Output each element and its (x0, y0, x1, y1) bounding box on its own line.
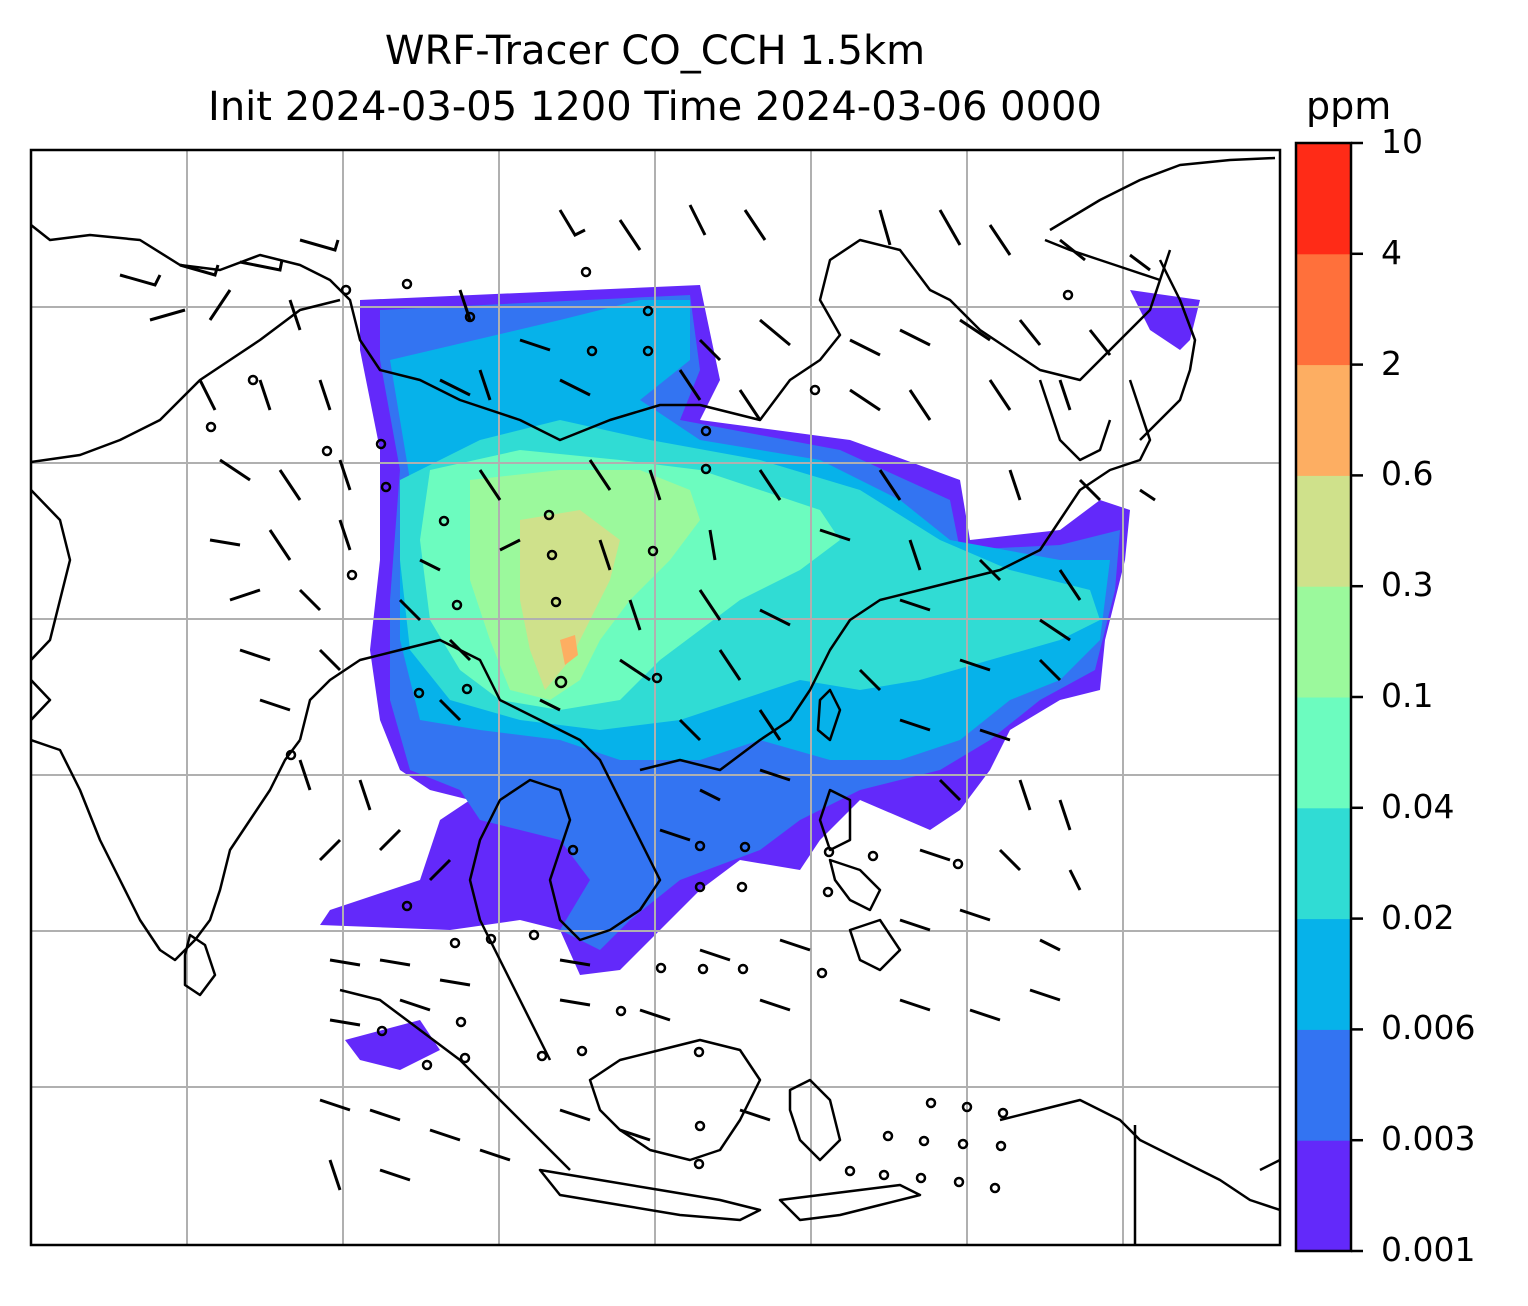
colorbar-band (1296, 807, 1351, 920)
map-title-line2: Init 2024-03-05 1200 Time 2024-03-06 000… (208, 84, 1102, 130)
colorbar-tick-label: 0.003 (1381, 1119, 1476, 1159)
colorbar-tick-label: 0.6 (1381, 454, 1434, 494)
colorbar-tick-label: 0.3 (1381, 565, 1434, 605)
colorbar-band (1296, 586, 1351, 698)
colorbar-ticks (1351, 141, 1363, 1253)
colorbar-band (1296, 143, 1351, 255)
colorbar-unit: ppm (1306, 84, 1392, 128)
colorbar-tick-label: 0.1 (1381, 676, 1434, 715)
colorbar-tick-label: 0.04 (1381, 786, 1455, 826)
colorbar-band (1296, 918, 1351, 1030)
tracer-plume (320, 285, 1200, 1070)
coastlines (31, 156, 1280, 1245)
colorbar-tick-label: 2 (1381, 343, 1402, 383)
map-title-line1: WRF-Tracer CO_CCH 1.5km (384, 28, 926, 74)
colorbar-tick-label: 0.001 (1381, 1230, 1476, 1269)
colorbar-tick-label: 0.006 (1381, 1008, 1476, 1048)
colorbar-band (1296, 364, 1351, 476)
colorbar (1296, 143, 1351, 1252)
colorbar-tick-label: 10 (1381, 122, 1423, 161)
colorbar-tick-label: 4 (1381, 232, 1402, 272)
map-frame (29, 148, 1282, 1247)
colorbar-tick-label: 0.02 (1381, 897, 1455, 937)
map-gridlines (31, 150, 1280, 1245)
calm-wind-markers (205, 266, 1074, 1194)
colorbar-band (1296, 1029, 1351, 1141)
colorbar-band (1296, 697, 1351, 809)
colorbar-band (1296, 1140, 1351, 1252)
colorbar-band (1296, 475, 1351, 587)
colorbar-band (1296, 253, 1351, 366)
wind-barbs (119, 204, 1156, 1191)
